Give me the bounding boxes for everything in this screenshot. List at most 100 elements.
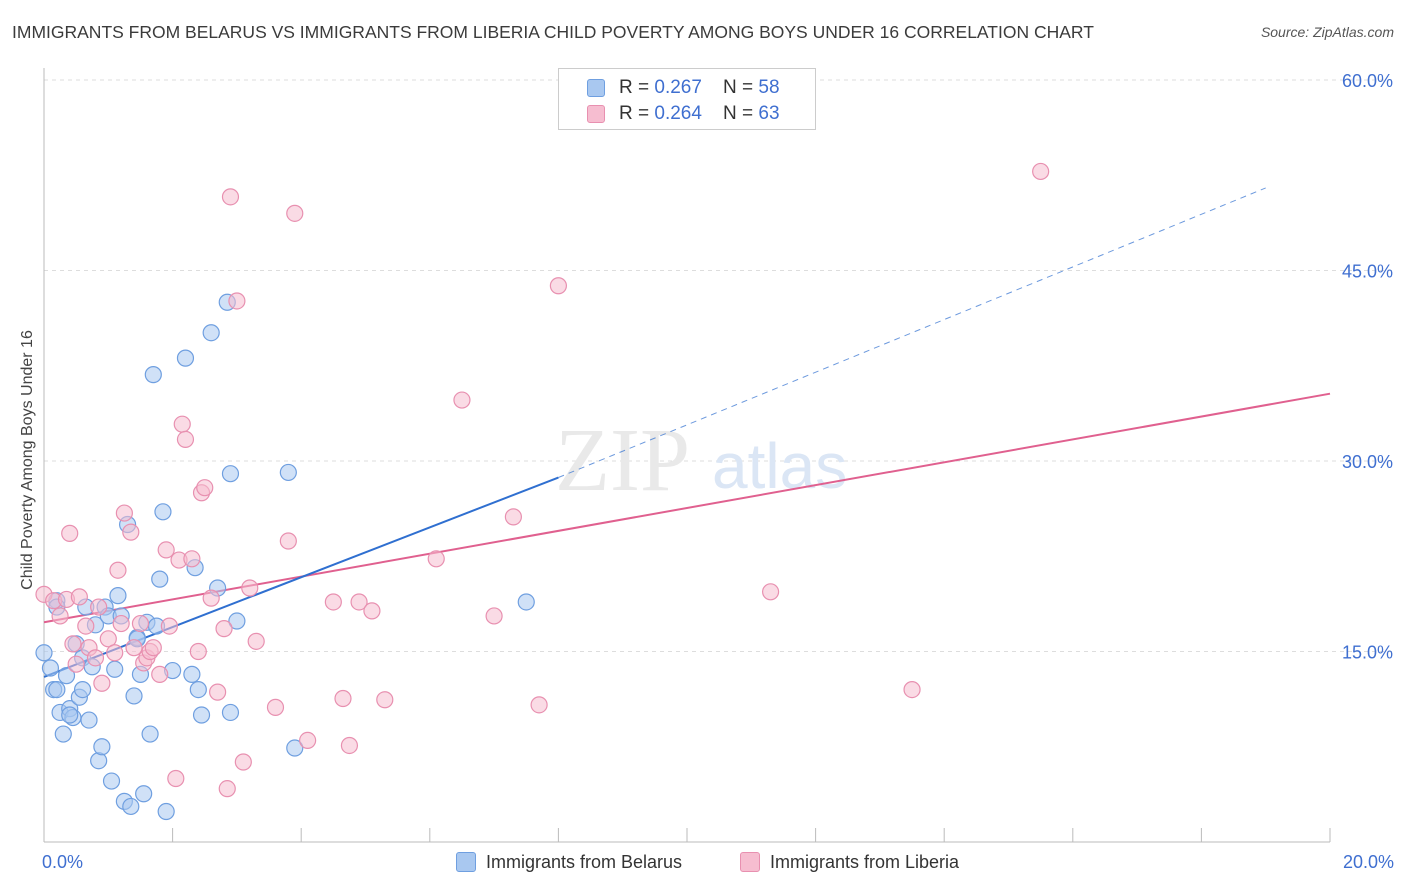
legend-r-value: 0.267	[654, 77, 702, 98]
point-belarus	[122, 797, 140, 816]
watermark-atlas: atlas	[712, 430, 847, 502]
point-liberia	[485, 607, 503, 625]
point-liberia	[279, 532, 297, 550]
point-liberia	[167, 769, 185, 788]
point-belarus	[279, 463, 297, 482]
y-axis-label: Child Poverty Among Boys Under 16	[19, 330, 36, 590]
point-liberia	[160, 617, 178, 635]
point-belarus	[57, 667, 76, 685]
trend-line-belarus-extension	[558, 187, 1266, 478]
point-liberia	[363, 602, 381, 620]
chart-title: IMMIGRANTS FROM BELARUS VS IMMIGRANTS FR…	[12, 22, 1094, 42]
point-belarus	[109, 587, 127, 605]
point-liberia	[125, 639, 143, 657]
legend-n-label: N =	[723, 103, 759, 124]
point-belarus	[189, 680, 207, 699]
point-belarus	[141, 725, 159, 743]
point-belarus	[176, 349, 195, 367]
y-tick-label: 15.0%	[1342, 643, 1393, 663]
point-belarus	[93, 738, 111, 756]
point-belarus	[135, 785, 153, 803]
legend-swatch-liberia	[587, 105, 605, 123]
point-belarus	[54, 725, 72, 743]
point-liberia	[109, 561, 127, 579]
point-liberia	[67, 655, 85, 673]
point-liberia	[504, 508, 522, 526]
point-liberia	[131, 614, 150, 633]
point-liberia	[112, 614, 130, 633]
point-liberia	[1032, 162, 1050, 181]
point-liberia	[189, 642, 207, 661]
point-liberia	[453, 391, 471, 409]
legend-swatch-belarus	[587, 79, 605, 97]
series-liberia-points	[35, 162, 1050, 798]
point-liberia	[86, 649, 105, 667]
point-liberia	[266, 698, 285, 716]
legend-label-liberia: Immigrants from Liberia	[770, 852, 960, 872]
point-belarus	[125, 687, 143, 705]
point-liberia	[218, 780, 236, 798]
legend-r-value: 0.264	[654, 103, 702, 124]
point-liberia	[376, 691, 394, 709]
legend-r-label: R =	[619, 103, 655, 124]
point-liberia	[241, 579, 259, 597]
point-liberia	[221, 188, 240, 206]
point-liberia	[151, 665, 169, 683]
point-belarus	[183, 665, 201, 683]
point-belarus	[61, 706, 79, 724]
point-belarus	[286, 739, 304, 757]
point-liberia	[115, 504, 133, 522]
legend-r-label: R =	[619, 77, 655, 98]
legend-item-belarus[interactable]: Immigrants from Belarus	[456, 852, 682, 873]
point-belarus	[157, 802, 175, 821]
x-tick-label-max: 20.0%	[1342, 852, 1394, 872]
point-liberia	[350, 593, 368, 611]
y-tick-labels: 15.0% 30.0% 45.0% 60.0%	[1342, 71, 1393, 663]
point-liberia	[61, 524, 79, 542]
legend-swatch-liberia	[740, 852, 760, 872]
point-belarus	[80, 711, 98, 729]
point-belarus	[192, 706, 211, 724]
axes	[43, 68, 1331, 843]
source-label: Source: ZipAtlas.com	[1260, 24, 1394, 40]
point-belarus	[202, 324, 220, 342]
point-liberia	[299, 731, 317, 750]
series-belarus-points	[35, 293, 535, 821]
point-liberia	[427, 550, 445, 568]
point-liberia	[324, 593, 342, 611]
point-liberia	[215, 620, 233, 638]
point-liberia	[234, 753, 252, 771]
point-liberia	[549, 277, 568, 295]
point-belarus	[154, 503, 172, 521]
point-belarus	[151, 570, 169, 588]
y-tick-label: 45.0%	[1342, 262, 1393, 282]
point-liberia	[228, 292, 246, 310]
point-liberia	[70, 588, 88, 606]
point-liberia	[202, 589, 220, 607]
point-liberia	[157, 541, 175, 559]
point-belarus	[48, 680, 66, 699]
point-liberia	[173, 415, 191, 433]
point-liberia	[93, 674, 111, 692]
point-liberia	[903, 680, 921, 699]
watermark-zip: ZIP	[555, 411, 690, 510]
point-belarus	[144, 366, 162, 384]
point-liberia	[51, 607, 69, 625]
point-belarus	[90, 752, 108, 770]
point-liberia	[77, 617, 95, 635]
point-liberia	[183, 550, 201, 568]
point-liberia	[144, 639, 162, 657]
point-belarus	[41, 659, 60, 677]
point-belarus	[221, 703, 240, 722]
legend-item-liberia[interactable]: Immigrants from Liberia	[740, 852, 959, 873]
legend-swatch-belarus	[456, 852, 476, 872]
trend-line-liberia	[43, 392, 1331, 624]
point-liberia	[761, 583, 780, 601]
grid-lines	[44, 79, 1392, 652]
point-belarus	[35, 644, 53, 662]
point-belarus	[106, 660, 124, 678]
legend-n-value: 58	[758, 77, 780, 98]
y-tick-label: 30.0%	[1342, 452, 1393, 472]
point-liberia	[64, 635, 82, 653]
